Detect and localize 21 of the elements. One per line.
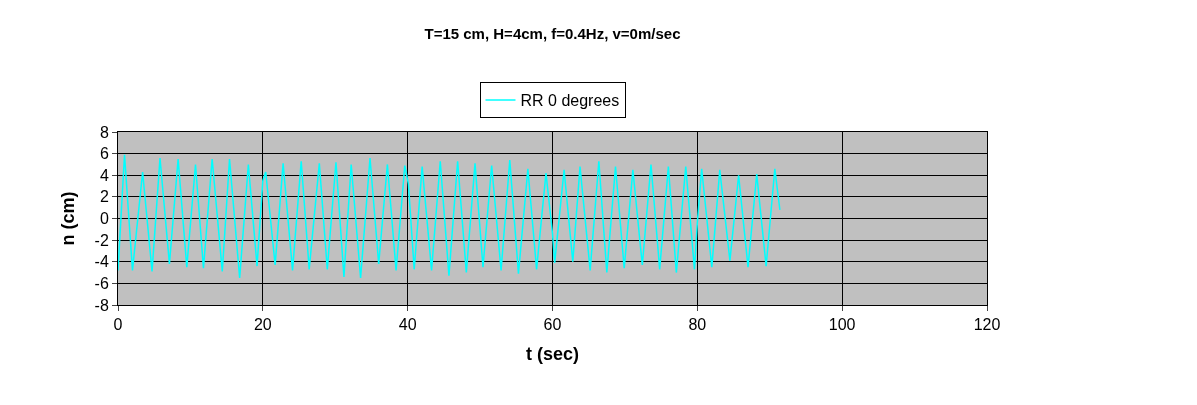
y-tick-label: 4 bbox=[99, 166, 109, 184]
y-tick-label: -6 bbox=[94, 274, 109, 292]
y-tick-label: -8 bbox=[94, 296, 109, 314]
x-tick-label: 120 bbox=[973, 316, 1001, 334]
x-axis-title: t (sec) bbox=[525, 344, 580, 365]
x-tick-label: 80 bbox=[688, 316, 707, 334]
y-tick-label: 6 bbox=[99, 145, 109, 163]
y-axis-title: n (cm) bbox=[57, 191, 78, 246]
x-tick-label: 0 bbox=[113, 316, 123, 334]
x-tick-label: 60 bbox=[543, 316, 562, 334]
x-tick-label: 20 bbox=[253, 316, 272, 334]
y-tick-label: 0 bbox=[99, 210, 109, 228]
x-tick-label: 100 bbox=[828, 316, 856, 334]
y-tick-label: -2 bbox=[94, 231, 109, 249]
x-tick-label: 40 bbox=[398, 316, 417, 334]
legend-label: RR 0 degrees bbox=[520, 92, 620, 110]
line-series bbox=[118, 153, 781, 279]
y-tick-label: 2 bbox=[99, 188, 109, 206]
y-tick-label: 8 bbox=[99, 123, 109, 141]
y-tick-label: -4 bbox=[94, 253, 109, 271]
chart-title: T=15 cm, H=4cm, f=0.4Hz, v=0m/sec bbox=[424, 24, 681, 42]
